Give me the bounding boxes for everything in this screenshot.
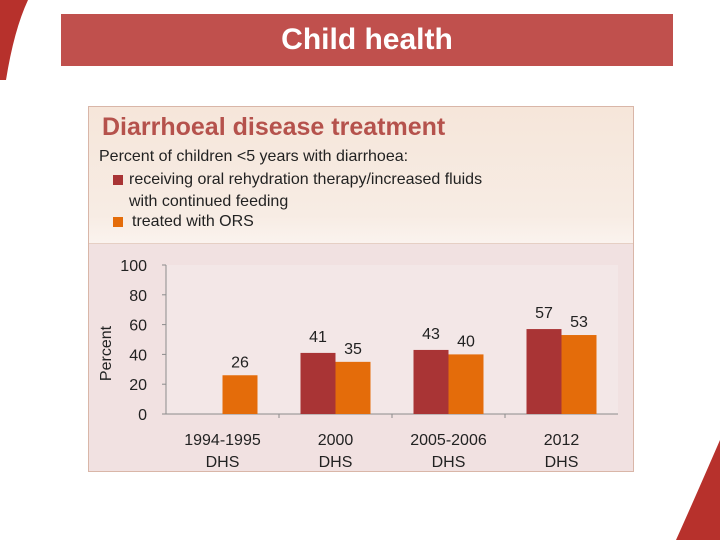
page-title: Child health [281,23,453,56]
data-label-series-2-0: 26 [231,354,249,371]
chart-header: Diarrhoeal disease treatment Percent of … [89,107,633,244]
data-label-series-2-2: 40 [457,333,475,350]
x-tick-label-0-line-0: 1994-1995 [184,432,261,449]
legend-label-series-1-line-1: receiving oral rehydration therapy/incre… [129,171,483,188]
corner-decoration-bottom-right [676,440,720,540]
x-tick-label-3-line-0: 2012 [544,432,580,449]
data-label-series-1-2: 43 [422,326,440,343]
x-tick-label-2-line-0: 2005-2006 [410,432,487,449]
data-label-series-1-1: 41 [309,329,327,346]
data-label-series-2-3: 53 [570,314,588,331]
x-tick-label-1-line-0: 2000 [318,432,354,449]
legend-label-series-1-line-2: with continued feeding [129,193,289,210]
y-tick-label-2: 40 [129,347,147,364]
data-label-series-2-1: 35 [344,341,362,358]
y-tick-label-3: 60 [129,318,147,335]
y-tick-label-1: 20 [129,377,147,394]
legend-label-series-2: treated with ORS [132,213,254,230]
bar-series-1-3 [526,329,562,414]
x-tick-label-0-line-1: DHS [206,454,240,471]
data-label-series-1-3: 57 [535,305,553,322]
chart-plot: 0 20 40 60 80 100 Percent 1994-1995 DHS 26 2000 DHS… [98,258,618,471]
x-tick-label-2-line-1: DHS [432,454,466,471]
chart-subtitle: Percent of children <5 years with diarrh… [99,148,409,165]
bar-series-1-1 [300,352,336,414]
corner-decoration-top-left [0,0,28,80]
y-tick-label-0: 0 [138,407,147,424]
chart-panel: Diarrhoeal disease treatment Percent of … [88,106,634,472]
chart-title: Diarrhoeal disease treatment [102,113,446,141]
bar-series-2-2 [448,354,484,414]
bar-series-1-2 [413,349,449,414]
legend-swatch-series-1 [113,175,123,185]
x-tick-label-1-line-1: DHS [319,454,353,471]
y-tick-label-4: 80 [129,288,147,305]
bar-series-2-3 [561,335,597,414]
y-axis-label: Percent [98,325,115,381]
legend-swatch-series-2 [113,217,123,227]
y-tick-label-5: 100 [120,258,147,275]
bar-series-2-1 [335,361,371,414]
header-bar: Child health [61,14,673,66]
bar-series-2-0 [222,375,258,414]
x-tick-label-3-line-1: DHS [545,454,579,471]
